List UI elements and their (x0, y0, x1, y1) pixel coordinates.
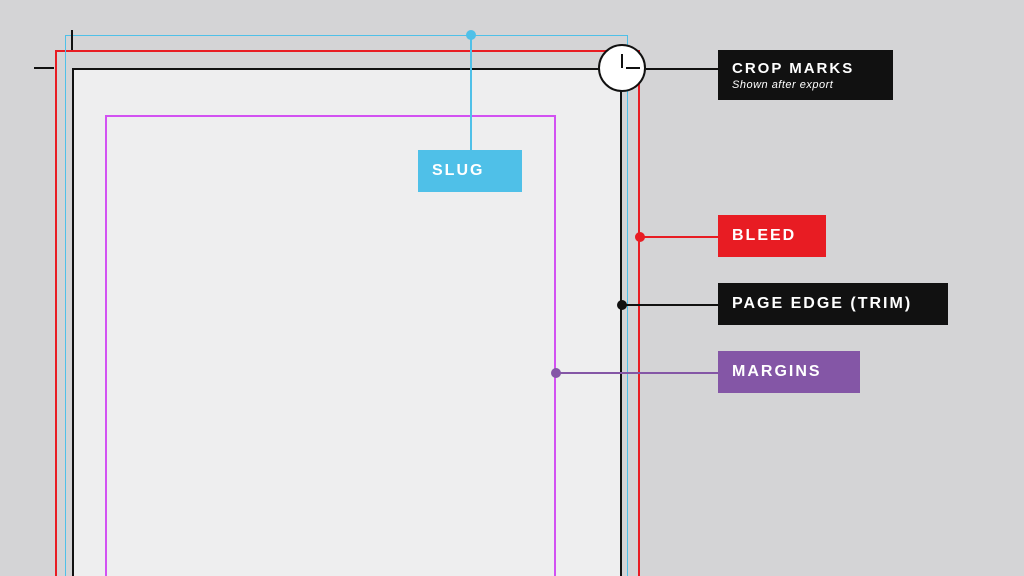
margin-leader-dot (551, 368, 561, 378)
slug-label-text: SLUG (432, 162, 508, 180)
cropmark-inner-h (626, 67, 640, 69)
crop-leader (646, 68, 718, 70)
crop-label: CROP MARKS Shown after export (718, 50, 893, 100)
trim-label-text: PAGE EDGE (TRIM) (732, 295, 934, 313)
bleed-leader (640, 236, 718, 238)
trim-leader-dot (617, 300, 627, 310)
margin-label: MARGINS (718, 351, 860, 393)
bleed-label: BLEED (718, 215, 826, 257)
bleed-leader-dot (635, 232, 645, 242)
slug-leader (470, 35, 472, 150)
cropmark-outer-h (34, 67, 54, 69)
cropmark-inner-v (621, 54, 623, 68)
trim-leader (622, 304, 718, 306)
margin-leader (556, 372, 718, 374)
slug-label: SLUG (418, 150, 522, 192)
crop-label-title: CROP MARKS (732, 60, 879, 77)
slug-leader-dot (466, 30, 476, 40)
margin-label-text: MARGINS (732, 363, 846, 381)
trim-label: PAGE EDGE (TRIM) (718, 283, 948, 325)
crop-label-subtitle: Shown after export (732, 79, 879, 91)
bleed-label-text: BLEED (732, 227, 812, 245)
cropmark-outer-v (71, 30, 73, 50)
